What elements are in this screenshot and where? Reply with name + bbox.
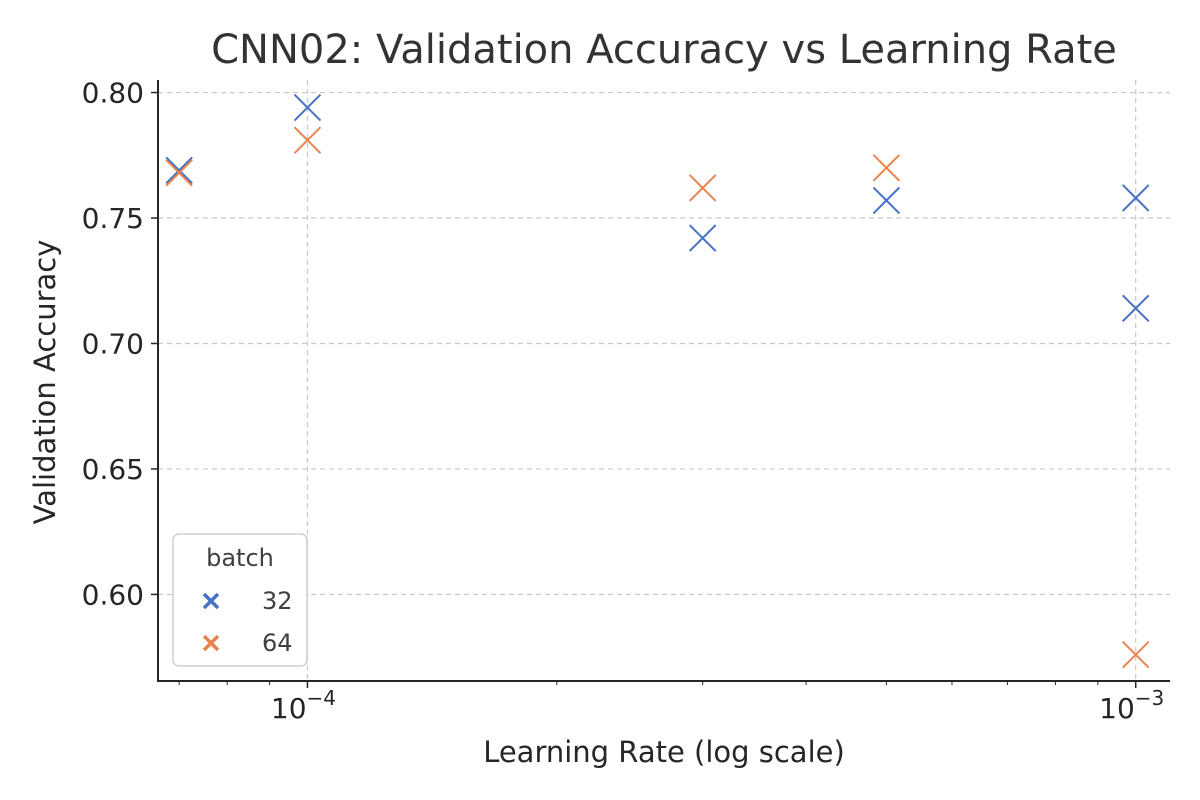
data-points [165,93,1150,669]
data-point-batch-32 [1122,184,1150,212]
legend-label-batch-64: 64 [262,629,293,657]
data-point-batch-32 [872,186,901,215]
y-tick-label: 0.65 [82,453,144,486]
x-tick-label: 10−3 [1099,686,1164,725]
y-tick-label: 0.70 [82,327,144,360]
data-point-batch-64 [688,174,717,202]
data-point-batch-64 [872,154,901,182]
legend: batch 32 64 [172,533,308,667]
y-tick-label: 0.75 [82,202,144,235]
data-point-batch-32 [293,93,322,122]
data-point-batch-64 [165,159,193,187]
x-tick-label: 10−4 [271,686,336,725]
legend-box [172,533,308,667]
y-ticks: 0.60 0.65 0.70 0.75 0.80 [82,77,158,611]
legend-marker-batch-32 [202,592,220,610]
x-axis-label: Learning Rate (log scale) [483,735,845,769]
data-point-batch-32 [688,224,717,252]
legend-label-batch-32: 32 [262,587,293,615]
chart-title: CNN02: Validation Accuracy vs Learning R… [211,27,1117,73]
legend-marker-batch-64 [202,634,220,652]
data-point-batch-64 [1122,640,1150,669]
y-axis-label: Validation Accuracy [28,240,62,525]
legend-entries: 32 64 [202,587,293,657]
data-point-batch-32 [1122,294,1150,323]
legend-title: batch [206,544,274,572]
data-point-batch-64 [293,126,322,154]
axes [157,80,1170,682]
y-tick-label: 0.80 [82,77,144,110]
x-ticks: 10−4 10−3 [271,681,1164,725]
data-point-batch-32 [165,156,193,185]
grid-lines [158,80,1170,681]
y-tick-label: 0.60 [82,578,144,611]
